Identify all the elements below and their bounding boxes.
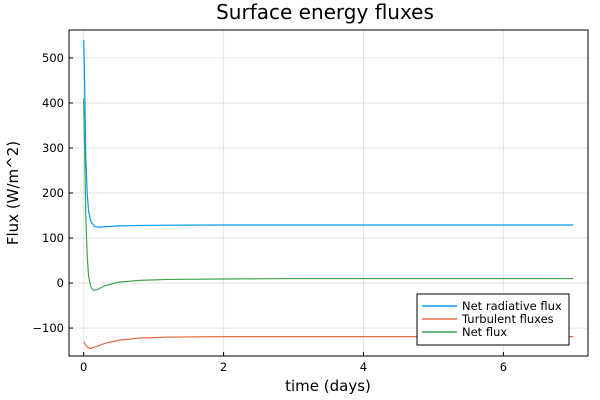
- y-tick-label: −100: [32, 321, 64, 335]
- y-tick-label: 500: [42, 51, 64, 65]
- chart-title: Surface energy fluxes: [216, 0, 434, 24]
- y-tick-label: 0: [57, 276, 64, 290]
- x-axis-label: time (days): [285, 377, 371, 395]
- y-axis-label: Flux (W/m^2): [4, 141, 22, 245]
- x-tick-label: 6: [500, 360, 507, 374]
- legend-label: Turbulent fluxes: [461, 312, 554, 326]
- x-tick-label: 2: [220, 360, 227, 374]
- x-tick-label: 4: [360, 360, 367, 374]
- series-line-3: [83, 98, 574, 291]
- y-tick-label: 200: [42, 186, 64, 200]
- x-tick-label: 0: [80, 360, 87, 374]
- series-line-1: [83, 39, 574, 228]
- y-ticks: −100 0 100 200 300 400 500: [32, 51, 73, 335]
- legend-label: Net radiative flux: [462, 299, 562, 313]
- series-line-2: [83, 336, 574, 349]
- grid: [69, 30, 588, 356]
- series-lines: [83, 39, 574, 349]
- y-tick-label: 100: [42, 231, 64, 245]
- x-ticks: 0 2 4 6: [80, 352, 507, 374]
- y-tick-label: 400: [42, 96, 64, 110]
- y-tick-label: 300: [42, 141, 64, 155]
- legend-label: Net flux: [462, 325, 507, 339]
